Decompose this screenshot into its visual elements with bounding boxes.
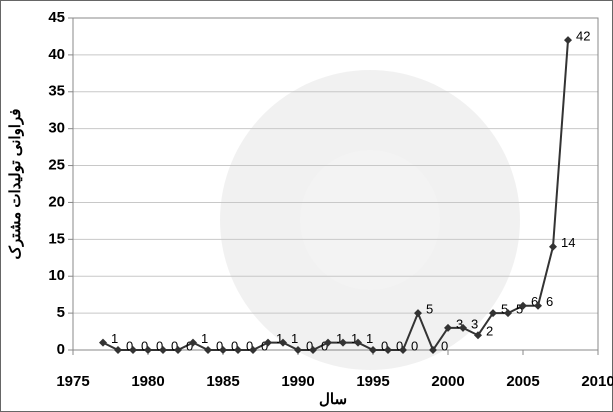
y-tick-label: 10 — [48, 267, 65, 284]
y-tick-label: 15 — [48, 230, 65, 247]
y-tick-label: 5 — [57, 304, 65, 321]
data-label: 0 — [441, 338, 448, 353]
x-tick-label: 2005 — [506, 373, 539, 390]
data-label: 14 — [561, 235, 575, 250]
data-label: 6 — [546, 294, 553, 309]
x-tick-label: 2010 — [581, 373, 613, 390]
y-axis-title: فراوانی تولیدات مشترک — [7, 109, 24, 260]
data-label: 5 — [426, 302, 433, 317]
data-label: 3 — [471, 316, 478, 331]
watermark-inner — [300, 150, 440, 290]
x-tick-label: 1985 — [206, 373, 239, 390]
x-tick-label: 2000 — [431, 373, 464, 390]
y-tick-label: 40 — [48, 46, 65, 63]
y-tick-label: 45 — [48, 9, 65, 26]
y-tick-label: 30 — [48, 120, 65, 137]
y-tick-label: 0 — [57, 341, 65, 358]
x-tick-label: 1980 — [131, 373, 164, 390]
data-label: 1 — [201, 331, 208, 346]
data-label: 0 — [411, 338, 418, 353]
y-tick-label: 35 — [48, 83, 65, 100]
data-label: 2 — [486, 324, 493, 339]
y-tick-label: 20 — [48, 193, 65, 210]
data-label: 1 — [291, 331, 298, 346]
data-label: 1 — [366, 331, 373, 346]
y-tick-label: 25 — [48, 157, 65, 174]
x-tick-label: 1990 — [281, 373, 314, 390]
chart: سال فراوانی تولیدات مشترک 05101520253035… — [0, 0, 613, 412]
data-label: 1 — [111, 331, 118, 346]
data-label: 42 — [576, 29, 590, 44]
x-axis-title: سال — [319, 391, 347, 408]
x-tick-label: 1995 — [356, 373, 389, 390]
x-tick-label: 1975 — [56, 373, 89, 390]
